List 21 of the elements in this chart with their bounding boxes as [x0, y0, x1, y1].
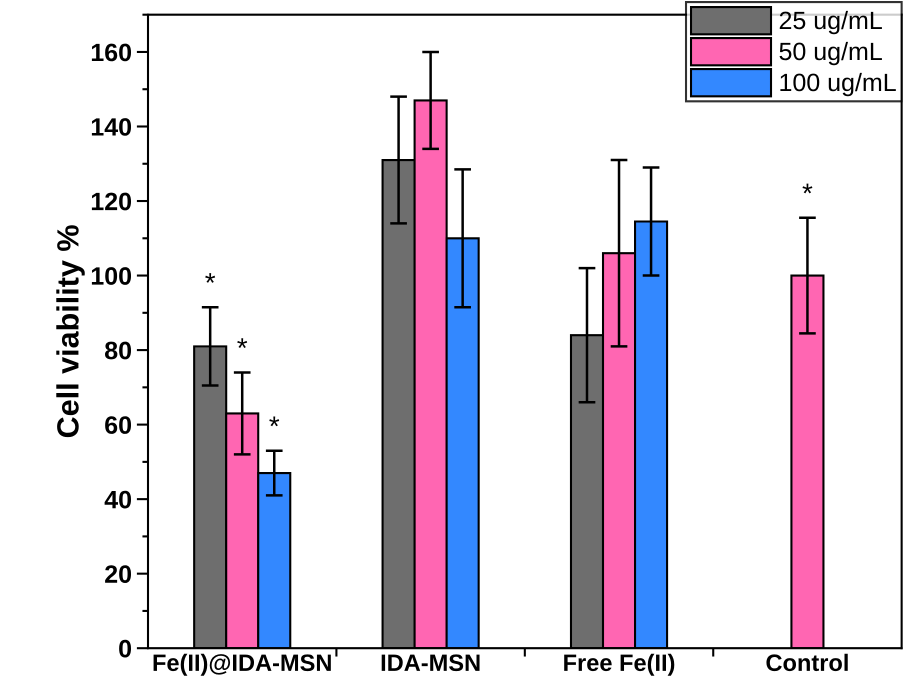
legend-label: 50 ug/mL [780, 42, 882, 66]
y-tick-label: 80 [105, 342, 132, 360]
legend-label: 25 ug/mL [780, 10, 882, 34]
y-tick-label: 120 [92, 192, 132, 210]
x-tick-label: Free Fe(II) [564, 654, 674, 676]
y-tick-label: 140 [92, 118, 132, 136]
y-tick-label: 160 [92, 44, 132, 62]
annotation: * [269, 416, 280, 426]
y-tick-label: 0 [119, 640, 132, 658]
x-tick-label: Fe(II)@IDA-MSN [154, 654, 331, 676]
y-tick-label: 20 [105, 565, 132, 583]
legend-label: 100 ug/mL [780, 72, 896, 96]
annotation: * [237, 338, 248, 348]
annotation: * [205, 273, 216, 283]
x-tick-label: IDA-MSN [382, 654, 480, 672]
y-tick-label: 40 [104, 490, 132, 508]
x-tick-label: Control [766, 654, 848, 672]
y-tick-label: 100 [92, 267, 132, 285]
y-axis-title: Cell viability % [56, 225, 85, 438]
y-tick-label: 60 [105, 416, 132, 434]
annotation: * [802, 184, 812, 194]
